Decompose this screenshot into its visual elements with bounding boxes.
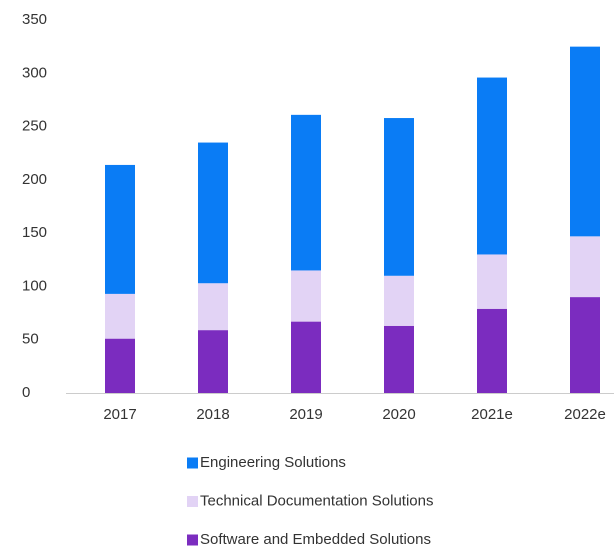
legend-label: Technical Documentation Solutions: [200, 492, 433, 509]
legend-swatch: [187, 496, 198, 507]
bar-segment: [291, 321, 321, 393]
bar-segment: [384, 275, 414, 326]
legend-label: Engineering Solutions: [200, 454, 346, 471]
bar-segment: [384, 118, 414, 276]
bar-segment: [477, 77, 507, 255]
legend-label: Software and Embedded Solutions: [200, 531, 431, 547]
y-tick-label: 200: [22, 171, 47, 188]
bar-segment: [105, 164, 135, 294]
bar-segment: [105, 338, 135, 393]
legend-swatch: [187, 457, 198, 469]
bar-segment: [477, 308, 507, 393]
bar-segment: [291, 270, 321, 322]
bar-segment: [198, 283, 228, 331]
bar-segment: [570, 297, 600, 393]
bar-segment: [198, 142, 228, 284]
bar-segment: [198, 330, 228, 393]
y-tick-label: 250: [22, 118, 47, 135]
x-tick-label: 2020: [382, 406, 415, 423]
y-tick-label: 300: [22, 64, 47, 81]
y-tick-label: 350: [22, 11, 47, 28]
bar-segment: [570, 236, 600, 298]
legend-swatch: [187, 534, 198, 546]
y-tick-label: 150: [22, 224, 47, 241]
y-tick-label: 0: [22, 384, 30, 401]
x-tick-label: 2021e: [471, 406, 513, 423]
x-tick-label: 2022e: [564, 406, 606, 423]
bar-segment: [105, 293, 135, 339]
bar-segment: [291, 114, 321, 271]
x-tick-label: 2018: [196, 406, 229, 423]
bar-segment: [384, 325, 414, 393]
y-tick-label: 50: [22, 331, 39, 348]
y-tick-label: 100: [22, 277, 47, 294]
bar-segment: [477, 254, 507, 309]
x-tick-label: 2019: [289, 406, 322, 423]
bar-segment: [570, 46, 600, 237]
x-tick-label: 2017: [103, 406, 136, 423]
